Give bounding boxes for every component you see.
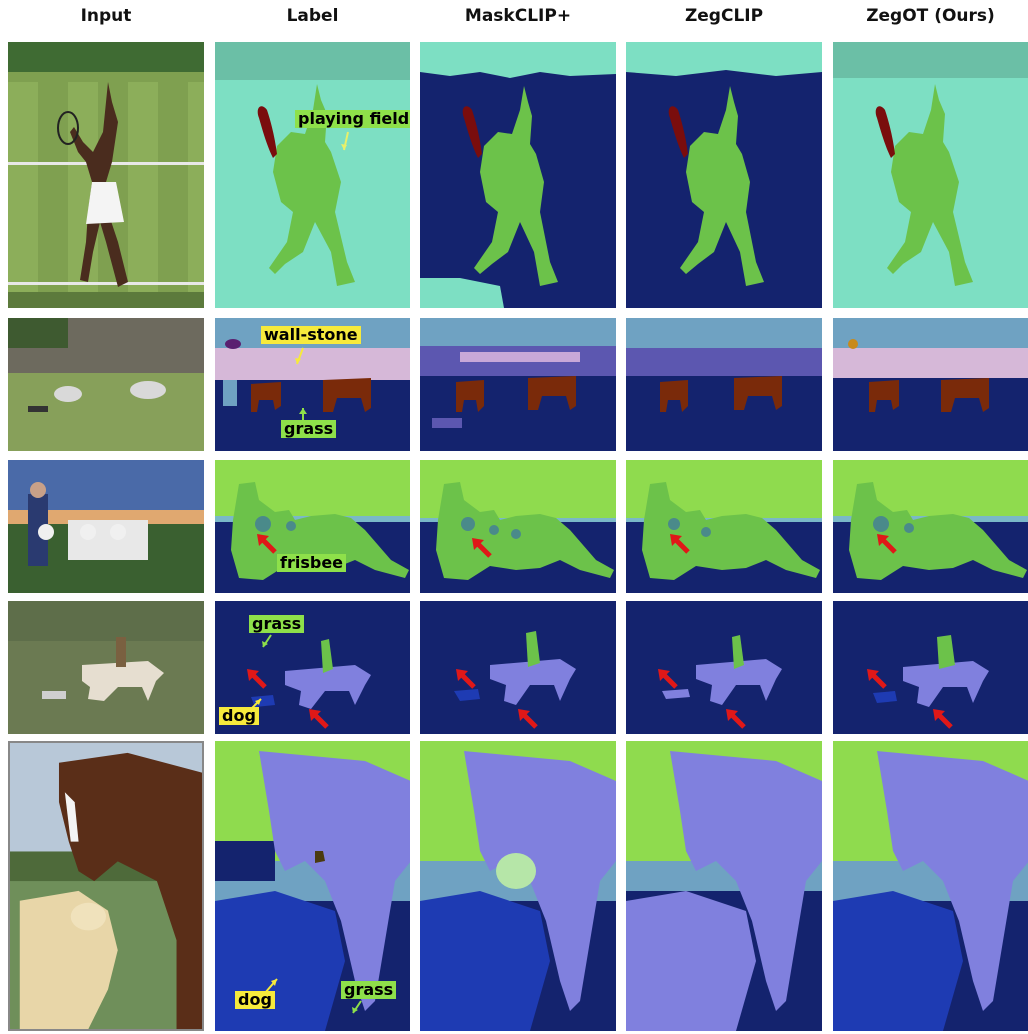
row3-maskclip-mask xyxy=(420,460,616,593)
annotation-dog: dog xyxy=(235,990,275,1010)
row4-input-photo-horse-rider xyxy=(8,601,204,734)
annotation-arrow xyxy=(352,1000,362,1014)
annotation-arrow xyxy=(264,978,278,994)
annotation-arrow-red xyxy=(670,534,690,554)
annotation-arrow-red xyxy=(472,538,492,558)
row2-zegot-mask xyxy=(833,318,1028,451)
row3-zegclip-mask xyxy=(626,460,822,593)
row5-maskclip-mask xyxy=(420,741,616,1031)
row4-zegot-mask xyxy=(833,601,1028,734)
annotation-grass: grass xyxy=(281,419,337,439)
row2-label-mask: wall-stone grass xyxy=(215,318,410,451)
annotation-dog: dog xyxy=(219,706,259,726)
row2-maskclip-mask xyxy=(420,318,616,451)
column-header-input: Input xyxy=(80,6,132,26)
row3-input-photo-frisbee xyxy=(8,460,204,593)
column-header-zegclip: ZegCLIP xyxy=(684,6,764,26)
annotation-arrow xyxy=(341,131,349,151)
row1-label-mask: playing field xyxy=(215,42,410,308)
column-header-maskclip: MaskCLIP+ xyxy=(464,6,572,26)
annotation-arrow xyxy=(295,347,304,365)
annotation-arrow-red xyxy=(309,709,329,729)
annotation-arrow-red xyxy=(257,534,277,554)
annotation-arrow xyxy=(299,408,307,420)
annotation-arrow-red xyxy=(456,669,476,689)
annotation-arrow-red xyxy=(877,534,897,554)
row2-zegclip-mask xyxy=(626,318,822,451)
annotation-arrow-red xyxy=(658,669,678,689)
annotation-playing-field: playing field xyxy=(295,109,410,129)
row1-zegclip-mask xyxy=(626,42,822,308)
annotation-wall-stone: wall-stone xyxy=(261,325,361,345)
row5-zegclip-mask xyxy=(626,741,822,1031)
annotation-arrow-red xyxy=(933,709,953,729)
annotation-arrow-red xyxy=(726,709,746,729)
row3-zegot-mask xyxy=(833,460,1028,593)
row1-input-photo-tennis xyxy=(8,42,204,308)
column-header-label: Label xyxy=(286,6,339,26)
row2-input-photo-zebras xyxy=(8,318,204,451)
annotation-grass: grass xyxy=(249,614,305,634)
annotation-arrow xyxy=(250,698,262,710)
column-header-zegot: ZegOT (Ours) xyxy=(866,6,995,26)
annotation-arrow xyxy=(262,634,272,648)
row4-maskclip-mask xyxy=(420,601,616,734)
row1-maskclip-mask xyxy=(420,42,616,308)
annotation-arrow-red xyxy=(867,669,887,689)
row5-label-mask: dog grass xyxy=(215,741,410,1031)
row1-zegot-mask xyxy=(833,42,1028,308)
row5-input-photo-horse-dog xyxy=(8,741,204,1031)
annotation-arrow-red xyxy=(247,669,267,689)
annotation-grass: grass xyxy=(341,980,397,1000)
row4-zegclip-mask xyxy=(626,601,822,734)
row3-label-mask: frisbee xyxy=(215,460,410,593)
row5-zegot-mask xyxy=(833,741,1028,1031)
annotation-frisbee: frisbee xyxy=(277,553,347,573)
row4-label-mask: grass dog xyxy=(215,601,410,734)
annotation-arrow-red xyxy=(518,709,538,729)
